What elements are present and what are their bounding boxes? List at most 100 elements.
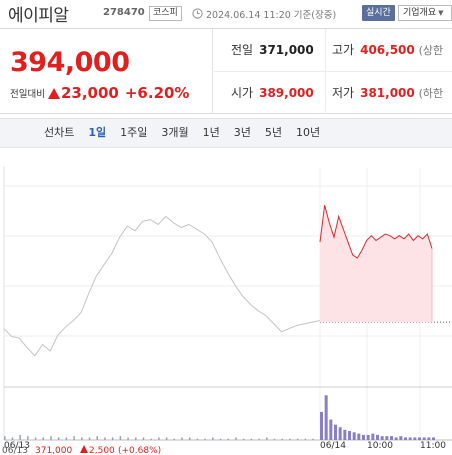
stock-name: 에이피알: [8, 6, 69, 26]
quote-divider-vertical: [325, 29, 326, 114]
volume-bar-prior-12: [96, 436, 98, 440]
volume-bar-today-19: [408, 437, 412, 440]
low-value: 381,000: [360, 86, 415, 100]
open-value: 389,000: [259, 86, 314, 100]
high-cell: 고가 406,500 (상한: [332, 29, 443, 71]
high-label: 고가: [332, 43, 355, 57]
intraday-chart: 06/13 06/14 10:00 11:00 06/13 371,000 2,500 (+0…: [0, 148, 452, 455]
triangle-up-icon: [47, 87, 60, 99]
clock-icon: [192, 8, 203, 19]
volume-bar-prior-33: [258, 438, 260, 440]
stock-code: 278470: [103, 7, 145, 18]
tab-3y[interactable]: 3년: [233, 126, 251, 139]
tab-line-chart[interactable]: 선차트: [44, 126, 75, 139]
tab-1y[interactable]: 1년: [202, 126, 220, 139]
x-tick-label-3: 11:00: [420, 441, 446, 451]
current-price-panel: 394,000 전일대비 23,000 +6.20%: [0, 29, 213, 114]
prev-close-label: 전일: [231, 43, 254, 57]
tab-1d[interactable]: 1일: [88, 126, 107, 139]
x-tick-label-0: 06/13: [4, 441, 30, 451]
company-info-dropdown[interactable]: 기업개요 ▼: [398, 5, 452, 21]
company-info-label: 기업개요: [403, 8, 437, 18]
volume-bar-today-21: [418, 437, 421, 440]
volume-bar-prior-30: [235, 437, 237, 440]
high-limit-note: (상한: [418, 44, 444, 57]
prev-close-value: 371,000: [259, 43, 314, 57]
x-tick-label-2: 10:00: [367, 441, 393, 451]
tab-10y[interactable]: 10년: [296, 126, 321, 139]
volume-bar-prior-26: [204, 438, 206, 440]
stock-header: 에이피알 278470 코스피 2024.06.14 11:20 기준(장중) …: [0, 0, 452, 28]
market-badge: 코스피: [149, 6, 182, 21]
volume-bar-prior-5: [42, 437, 45, 440]
volume-bar-today-24: [432, 437, 435, 440]
price-summary: 394,000 전일대비 23,000 +6.20% 전일 371,000 고가 4…: [0, 28, 452, 114]
volume-bar-today-7: [352, 432, 356, 440]
volume-bar-today-14: [385, 436, 389, 440]
price-change-row: 전일대비 23,000 +6.20%: [10, 84, 189, 102]
volume-bar-prior-29: [227, 438, 230, 440]
volume-bar-prior-32: [250, 438, 253, 440]
volume-bar-prior-40: [312, 438, 314, 440]
price-chart-svg: 06/13 06/14 10:00 11:00 06/13 371,000 2,500 (+0…: [2, 166, 452, 455]
volume-bar-prior-25: [196, 438, 199, 440]
footer-date: 06/13: [2, 446, 28, 455]
footer-triangle-up-icon: [80, 445, 88, 453]
volume-bar-prior-17: [135, 437, 137, 440]
quote-divider-horizontal: [214, 71, 452, 72]
volume-bar-today-6: [348, 431, 351, 440]
volume-bar-prior-16: [127, 437, 129, 440]
volume-bar-prior-15: [119, 436, 122, 440]
volume-bar-prior-9: [73, 436, 75, 440]
change-amount: 23,000: [60, 84, 119, 102]
tab-5y[interactable]: 5년: [264, 126, 283, 139]
volume-bar-today-4: [338, 427, 342, 440]
volume-bar-prior-1: [11, 437, 14, 440]
volume-bar-prior-13: [104, 437, 106, 440]
volume-bar-prior-20: [158, 437, 160, 440]
volume-bar-prior-4: [34, 437, 37, 440]
volume-bar-prior-19: [150, 438, 152, 440]
volume-bar-today-23: [427, 437, 431, 440]
tab-1w[interactable]: 1주일: [120, 126, 148, 139]
volume-bar-today-8: [357, 433, 361, 440]
volume-bar-today-9: [362, 434, 365, 440]
volume-bar-today-1: [324, 395, 328, 440]
volume-bar-today-0: [320, 411, 323, 440]
change-label: 전일대비: [10, 89, 45, 100]
low-label: 저가: [332, 86, 355, 100]
volume-bar-today-15: [390, 436, 393, 440]
open-cell: 시가 389,000: [231, 72, 314, 114]
volume-bar-prior-10: [81, 437, 83, 440]
footer-close: 371,000: [35, 446, 72, 455]
volume-bar-prior-27: [212, 437, 214, 440]
realtime-button[interactable]: 실시간: [362, 5, 395, 21]
low-limit-note: (하한: [418, 87, 444, 100]
volume-bar-prior-31: [242, 438, 245, 440]
low-cell: 저가 381,000 (하한: [332, 72, 443, 114]
volume-bar-prior-24: [188, 437, 191, 440]
volume-bar-today-11: [371, 433, 375, 440]
high-value: 406,500: [360, 43, 415, 57]
volume-bar-prior-37: [289, 438, 291, 440]
period-tabs: 선차트 1일 1주일 3개월 1년 3년 5년 10년: [0, 118, 452, 148]
series-prior-day-line: [3, 215, 321, 357]
volume-bar-today-2: [329, 419, 333, 440]
volume-bar-today-18: [404, 437, 407, 440]
volume-bar-prior-23: [181, 437, 183, 440]
volume-bar-today-17: [399, 436, 403, 440]
open-label: 시가: [231, 86, 254, 100]
volume-bar-prior-18: [142, 437, 145, 440]
volume-bar-prior-7: [57, 437, 60, 440]
volume-bar-prior-22: [173, 438, 176, 440]
volume-bar-today-22: [422, 437, 426, 440]
series-today-line: [319, 205, 433, 259]
footer-change-percent: (+0.68%): [118, 446, 161, 455]
volume-bar-prior-38: [296, 438, 299, 440]
volume-bar-prior-8: [65, 437, 68, 440]
volume-bar-prior-21: [165, 437, 168, 440]
tab-3m[interactable]: 3개월: [161, 126, 189, 139]
volume-bar-prior-0: [4, 436, 6, 440]
volume-bar-prior-36: [281, 438, 283, 440]
volume-bar-prior-14: [111, 437, 114, 440]
